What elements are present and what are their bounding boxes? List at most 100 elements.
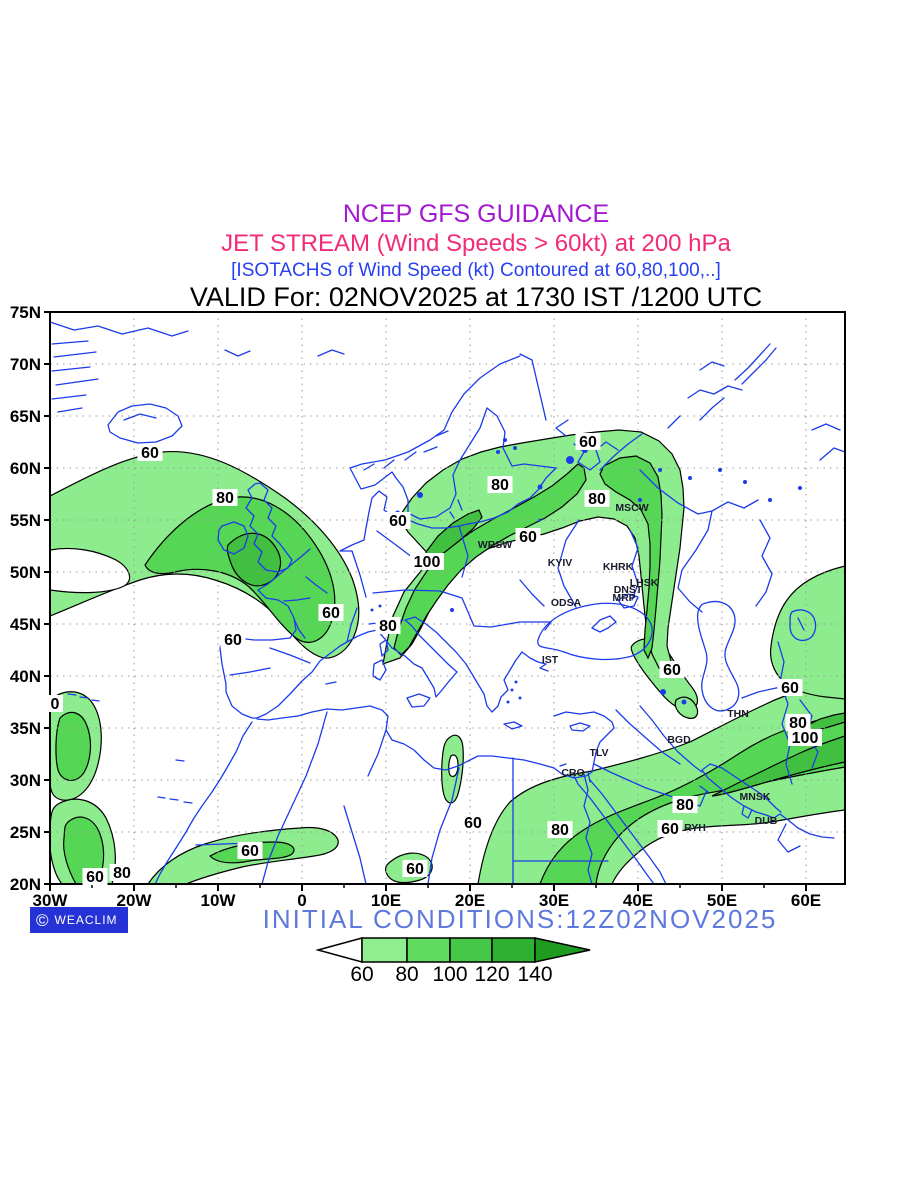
weaclim-logo: © WEACLIM — [30, 907, 128, 933]
contour-label: 80 — [491, 477, 509, 494]
contour-label: 80 — [789, 715, 807, 732]
contour-label-box — [460, 814, 486, 831]
isotach-hole — [49, 547, 131, 594]
lon-tick-label: 20E — [455, 891, 485, 910]
lat-tick-label: 75N — [10, 303, 41, 322]
contour-label-box — [515, 528, 541, 545]
contour-label-box — [47, 695, 63, 712]
city-label: BGD — [667, 734, 691, 746]
lat-tick-label: 35N — [10, 719, 41, 738]
copyright-icon: © — [36, 910, 49, 930]
contour-label: 80 — [379, 618, 397, 635]
coastlines — [49, 321, 846, 885]
axis-ticks — [44, 311, 807, 891]
legend-value-label: 100 — [432, 963, 467, 986]
contour-label-box — [212, 489, 238, 506]
city-label: ODSA — [551, 597, 582, 609]
initial-conditions-label: INITIAL CONDITIONS:12Z02NOV2025 — [262, 904, 778, 934]
city-label: MSCW — [615, 502, 648, 514]
contour-label-box — [487, 476, 513, 493]
chart-subtitle-isotachs: [ISOTACHS of Wind Speed (kt) Contoured a… — [231, 260, 721, 281]
axis-labels: 30W 20W 10W 0 10E 20E 30E 40E 50E 60E 75N 70N 65N 60N… — [10, 303, 821, 910]
lat-tick-label: 30N — [10, 771, 41, 790]
lat-tick-label: 50N — [10, 563, 41, 582]
city-label: KYIV — [548, 557, 573, 569]
city-label: KHRK — [603, 561, 634, 573]
lat-tick-label: 70N — [10, 355, 41, 374]
contour-label-box — [385, 512, 411, 529]
valid-time-label: VALID For: 02NOV2025 at 1730 IST /1200 U… — [189, 282, 763, 312]
contour-label: 80 — [551, 822, 569, 839]
city-label: TLV — [589, 747, 608, 759]
contour-label: 60 — [389, 513, 407, 530]
contour-label: 100 — [414, 554, 441, 571]
contour-label: 60 — [661, 821, 679, 838]
lon-tick-label: 60E — [791, 891, 821, 910]
contour-label: 60 — [86, 869, 104, 886]
contour-label-box — [318, 604, 344, 621]
city-label: MNSK — [740, 791, 771, 803]
contour-label-box — [237, 842, 263, 859]
contour-label: 80 — [588, 491, 606, 508]
contour-label: 60 — [519, 529, 537, 546]
legend-value-label: 80 — [395, 963, 418, 986]
lon-tick-label: 10W — [201, 891, 237, 910]
legend-box — [449, 937, 493, 963]
contour-label: 60 — [241, 843, 259, 860]
city-label: CRO — [561, 767, 584, 779]
city-label: WRSW — [478, 539, 512, 551]
contour-label-box — [657, 820, 683, 837]
city-label: DUB — [755, 815, 778, 827]
city-label: THN — [727, 708, 749, 720]
lon-tick-label: 30E — [539, 891, 569, 910]
city-label: RYH — [684, 822, 706, 834]
legend-value-label: 140 — [517, 963, 552, 986]
contour-label: 60 — [464, 815, 482, 832]
legend-value-label: 120 — [474, 963, 509, 986]
city-label: DNST — [614, 584, 643, 596]
contour-label: 100 — [792, 730, 819, 747]
lon-tick-label: 10E — [371, 891, 401, 910]
lat-tick-label: 60N — [10, 459, 41, 478]
contour-label: 60 — [322, 605, 340, 622]
lon-tick-label: 40E — [623, 891, 653, 910]
contour-label: 80 — [216, 490, 234, 507]
lat-tick-label: 55N — [10, 511, 41, 530]
lon-tick-label: 30W — [33, 891, 69, 910]
lat-tick-label: 40N — [10, 667, 41, 686]
legend-box — [491, 937, 536, 963]
lat-tick-label: 45N — [10, 615, 41, 634]
contour-label-box — [402, 860, 428, 877]
contour-label-box — [777, 679, 803, 696]
contour-label: 0 — [51, 696, 60, 713]
contour-label-box — [547, 821, 573, 838]
isotach-region-80 — [55, 711, 92, 781]
legend-colorbar: 60 80 100 120 140 — [315, 937, 591, 986]
lon-tick-label: 20W — [117, 891, 153, 910]
lat-tick-label: 65N — [10, 407, 41, 426]
contour-label: 80 — [676, 797, 694, 814]
isotach-hole — [448, 754, 459, 778]
city-label: MRP — [612, 592, 635, 604]
contour-label: 60 — [663, 662, 681, 679]
contour-label-box — [82, 868, 108, 885]
contour-label-box — [575, 433, 601, 450]
page-title: NCEP GFS GUIDANCE — [342, 200, 610, 228]
legend-arrow-right — [534, 937, 591, 963]
lat-tick-label: 25N — [10, 823, 41, 842]
contour-label-box — [220, 631, 246, 648]
legend-value-label: 60 — [350, 963, 373, 986]
chart-subtitle-jetstream: JET STREAM (Wind Speeds > 60kt) at 200 h… — [221, 230, 731, 257]
logo-text: WEACLIM — [54, 913, 118, 927]
contour-label: 60 — [579, 434, 597, 451]
lon-tick-label: 50E — [707, 891, 737, 910]
legend-box — [361, 937, 408, 963]
city-label: LHSK — [630, 577, 659, 589]
isotach-region-100 — [226, 532, 282, 587]
contour-label-box — [672, 796, 698, 813]
contour-label: 60 — [141, 445, 159, 462]
